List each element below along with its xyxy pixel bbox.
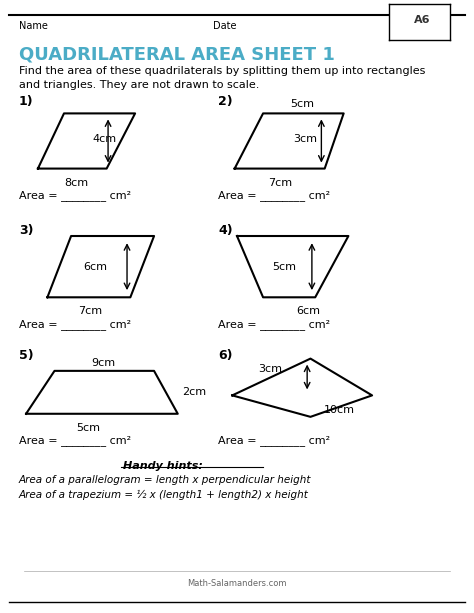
Text: Handy hints:: Handy hints: [123, 461, 203, 471]
Text: A6: A6 [414, 15, 431, 25]
Text: 7cm: 7cm [268, 178, 292, 188]
Text: Area = ________ cm²: Area = ________ cm² [218, 319, 330, 330]
Text: Area = ________ cm²: Area = ________ cm² [19, 319, 131, 330]
Text: 3): 3) [19, 224, 34, 237]
Text: 5cm: 5cm [76, 423, 100, 433]
Text: 1): 1) [19, 95, 34, 108]
Text: 5): 5) [19, 349, 34, 362]
Text: 3cm: 3cm [293, 134, 317, 144]
Text: Math-Salamanders.com: Math-Salamanders.com [187, 579, 287, 588]
Text: 4): 4) [218, 224, 233, 237]
Text: QUADRILATERAL AREA SHEET 1: QUADRILATERAL AREA SHEET 1 [19, 46, 335, 64]
Text: 2): 2) [218, 95, 233, 108]
Text: Area of a parallelogram = length x perpendicular height: Area of a parallelogram = length x perpe… [19, 475, 311, 485]
Text: 8cm: 8cm [64, 178, 88, 188]
Text: Area = ________ cm²: Area = ________ cm² [218, 190, 330, 201]
Text: Area = ________ cm²: Area = ________ cm² [19, 190, 131, 201]
Text: Date: Date [213, 21, 237, 31]
Text: 3cm: 3cm [258, 364, 282, 374]
Text: 6cm: 6cm [83, 262, 107, 272]
Text: Area of a trapezium = ½ x (length1 + length2) x height: Area of a trapezium = ½ x (length1 + len… [19, 490, 309, 500]
Text: 5cm: 5cm [291, 99, 314, 109]
Text: 10cm: 10cm [323, 405, 355, 414]
Text: 4cm: 4cm [92, 134, 117, 144]
Text: Area = ________ cm²: Area = ________ cm² [19, 435, 131, 446]
Text: 6cm: 6cm [296, 306, 320, 316]
Text: 2cm: 2cm [182, 387, 207, 397]
Text: 6): 6) [218, 349, 233, 362]
Text: Name: Name [19, 21, 48, 31]
Text: Find the area of these quadrilaterals by splitting them up into rectangles
and t: Find the area of these quadrilaterals by… [19, 66, 425, 89]
Text: Area = ________ cm²: Area = ________ cm² [218, 435, 330, 446]
Text: 9cm: 9cm [91, 358, 115, 368]
Text: 5cm: 5cm [273, 262, 296, 272]
Text: 7cm: 7cm [78, 306, 102, 316]
